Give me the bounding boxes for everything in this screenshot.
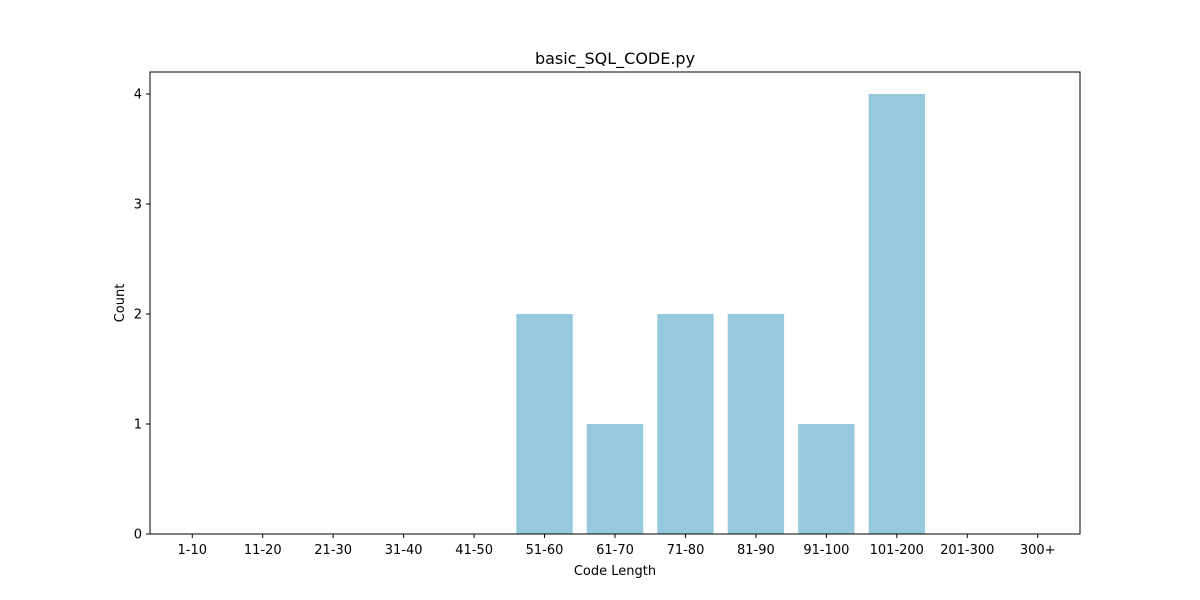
y-axis: 0 1 2 3 4	[134, 88, 150, 543]
y-tick-label: 4	[134, 88, 142, 103]
y-tick-label: 0	[134, 528, 142, 543]
x-tick-label: 21-30	[314, 543, 352, 558]
x-tick-label: 91-100	[803, 543, 849, 558]
x-tick-label: 11-20	[244, 543, 282, 558]
bar-51-60	[516, 314, 573, 534]
bar-81-90	[727, 314, 785, 534]
x-axis-title: Code Length	[574, 564, 656, 579]
x-tick-label: 61-70	[596, 543, 634, 558]
bars-layer	[516, 94, 925, 534]
x-tick-label: 101-200	[870, 543, 924, 558]
chart-title: basic_SQL_CODE.py	[535, 49, 695, 69]
x-tick-label: 201-300	[940, 543, 994, 558]
bar-91-100	[798, 424, 855, 534]
x-tick-label: 1-10	[178, 543, 208, 558]
x-tick-label: 51-60	[526, 543, 564, 558]
x-tick-label: 81-90	[737, 543, 775, 558]
x-tick-label: 31-40	[385, 543, 423, 558]
x-tick-label: 300+	[1020, 543, 1056, 558]
y-axis-title: Count	[113, 284, 128, 323]
y-tick-label: 2	[134, 308, 142, 323]
y-tick-label: 1	[134, 418, 142, 433]
bar-61-70	[586, 424, 644, 534]
x-tick-label: 71-80	[667, 543, 705, 558]
y-tick-label: 3	[134, 198, 142, 213]
x-axis: 1-10 11-20 21-30 31-40 41-50 51-60 61-70 71-80 8…	[178, 534, 1056, 558]
x-tick-label: 41-50	[455, 543, 493, 558]
bar-101-200	[868, 94, 925, 534]
bar-71-80	[657, 314, 714, 534]
